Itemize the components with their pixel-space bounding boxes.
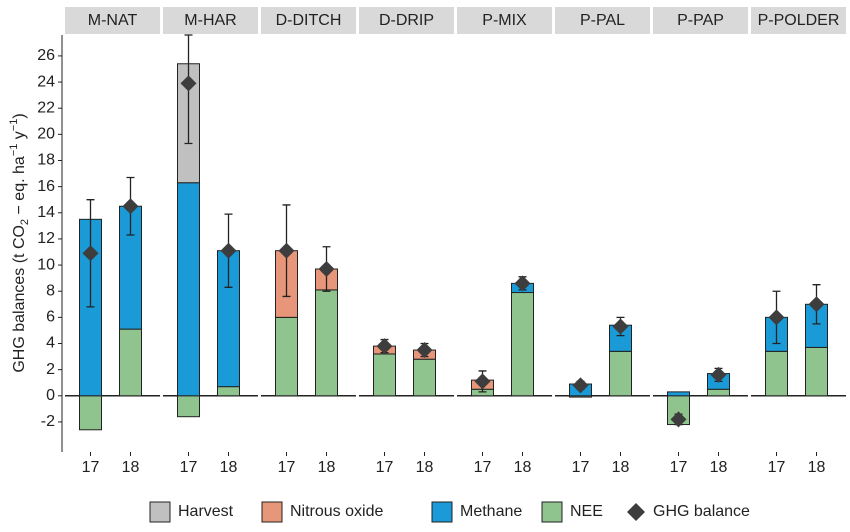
y-label-part: −1 (8, 144, 20, 157)
x-tick-label: 17 (768, 459, 786, 476)
y-tick-label: 14 (37, 204, 55, 221)
x-tick-label: 17 (572, 459, 590, 476)
legend-label: GHG balance (653, 503, 750, 520)
y-tick-label: -2 (41, 413, 55, 430)
bar-segment (217, 386, 240, 397)
balance-marker (808, 296, 825, 313)
facet-strip (261, 7, 356, 34)
facet-label: P-POLDER (758, 12, 840, 29)
x-tick-label: 18 (122, 459, 140, 476)
facet-strip (163, 7, 258, 34)
bar-segment (373, 353, 396, 397)
x-tick-label: 18 (710, 459, 728, 476)
bar-segment (609, 350, 632, 397)
balance-marker (376, 338, 393, 355)
x-tick-label: 18 (318, 459, 336, 476)
bar-segment (805, 346, 828, 397)
bar-segment (707, 388, 730, 397)
y-tick-label: 24 (37, 73, 55, 90)
legend-label: Harvest (178, 503, 234, 520)
bar-segment (511, 292, 534, 397)
x-tick-label: 17 (474, 459, 492, 476)
bar-segment (315, 289, 338, 397)
facet-label: M-NAT (88, 12, 138, 29)
y-label-part: y (11, 131, 28, 143)
legend-label: Methane (460, 503, 522, 520)
legend-swatch (149, 501, 171, 523)
bar-segment (177, 182, 200, 397)
legend-swatch (431, 501, 453, 523)
y-tick-label: 12 (37, 230, 55, 247)
x-tick-label: 18 (612, 459, 630, 476)
x-tick-label: 18 (808, 459, 826, 476)
x-tick-label: 18 (220, 459, 238, 476)
bar-segment (765, 350, 788, 397)
facet-label: P-PAP (677, 12, 724, 29)
y-label-part: ) (11, 113, 28, 118)
y-label-part: −1 (8, 119, 20, 132)
balance-marker (122, 198, 139, 215)
y-label-part: GHG balances (t CO (11, 225, 28, 373)
y-label-part: − eq. ha (11, 156, 28, 219)
facet-label: P-PAL (580, 12, 625, 29)
facet-strip (65, 7, 160, 34)
legend-label: Nitrous oxide (290, 503, 383, 520)
y-tick-label: 4 (46, 335, 55, 352)
y-label-part: 2 (19, 219, 31, 225)
bar-segment (177, 395, 200, 418)
y-tick-label: 2 (46, 361, 55, 378)
balance-marker (318, 260, 335, 277)
bar-segment (275, 316, 298, 397)
y-axis-label: GHG balances (t CO2 − eq. ha−1 y−1) (8, 113, 31, 372)
bar-segment (119, 328, 142, 397)
balance-marker (514, 275, 531, 292)
y-tick-label: 16 (37, 178, 55, 195)
y-tick-label: 18 (37, 152, 55, 169)
facet-strip (457, 7, 552, 34)
x-tick-label: 17 (180, 459, 198, 476)
facet-strip (653, 7, 748, 34)
legend-swatch (261, 501, 283, 523)
facet-strip (359, 7, 454, 34)
y-tick-label: 22 (37, 99, 55, 116)
legend-marker (627, 503, 645, 521)
x-tick-label: 17 (376, 459, 394, 476)
balance-marker (416, 342, 433, 359)
balance-marker (220, 242, 237, 259)
facet-label: M-HAR (184, 12, 236, 29)
x-tick-label: 17 (670, 459, 688, 476)
y-tick-label: 20 (37, 126, 55, 143)
facet-label: D-DRIP (379, 12, 434, 29)
balance-marker (278, 242, 295, 259)
x-tick-label: 17 (82, 459, 100, 476)
legend-swatch (541, 501, 563, 523)
y-tick-label: 8 (46, 282, 55, 299)
legend-label: NEE (570, 503, 603, 520)
y-tick-label: 0 (46, 387, 55, 404)
x-tick-label: 18 (514, 459, 532, 476)
y-tick-label: 26 (37, 47, 55, 64)
balance-marker (180, 75, 197, 92)
facet-label: D-DITCH (276, 12, 342, 29)
facet-strip (555, 7, 650, 34)
balance-marker (670, 411, 687, 428)
y-tick-label: 6 (46, 309, 55, 326)
bar-segment (667, 391, 690, 397)
balance-marker (572, 377, 589, 394)
balance-marker (474, 373, 491, 390)
x-tick-label: 18 (416, 459, 434, 476)
bar-segment (79, 395, 102, 431)
balance-marker (82, 245, 99, 262)
facet-strip (751, 7, 846, 34)
bar-segment (413, 358, 436, 397)
balance-marker (710, 366, 727, 383)
facet-label: P-MIX (482, 12, 527, 29)
x-tick-label: 17 (278, 459, 296, 476)
balance-marker (612, 318, 629, 335)
y-tick-label: 10 (37, 256, 55, 273)
balance-marker (768, 309, 785, 326)
